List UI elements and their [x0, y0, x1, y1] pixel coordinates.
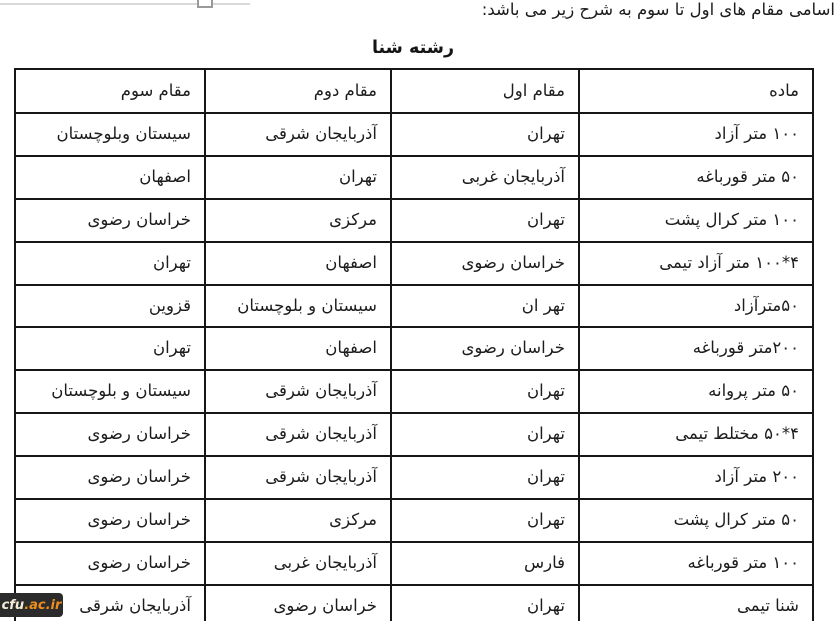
table-cell: ۵۰ متر کرال پشت — [578, 498, 814, 543]
column-header-first: مقام اول — [390, 68, 580, 114]
table-cell: آذربایجان شرقی — [204, 369, 392, 415]
table-cell: تهران — [390, 197, 580, 243]
table-row: ۱۰۰ متر کرال پشت تهران مرکزی خراسان رضوی — [14, 197, 814, 243]
table-cell: ۵۰مترآزاد — [578, 283, 814, 329]
table-cell: تهران — [204, 154, 392, 200]
table-cell: فارس — [390, 540, 580, 586]
table-cell: تهران — [390, 498, 580, 543]
table-cell: اصفهان — [204, 240, 392, 286]
table-row: ۱۰۰ متر قورباغه فارس آذربایجان غربی خراسان … — [14, 540, 814, 586]
table-row: ۴*۵۰ مختلط تیمی تهران آذربایجان شرقی خراسان… — [14, 412, 814, 458]
watermark-brand-text: cfu — [1, 597, 25, 613]
table-cell: خراسان رضوی — [390, 240, 580, 286]
table-row: ۲۰۰متر قورباغه خراسان رضوی اصفهان تهران — [14, 326, 814, 372]
table-cell: خراسان رضوی — [14, 455, 206, 501]
table-cell: ۲۰۰ متر آزاد — [578, 455, 814, 501]
column-header-third: مقام سوم — [14, 68, 206, 114]
column-header-second: مقام دوم — [204, 68, 392, 114]
table-cell: خراسان رضوی — [204, 583, 392, 621]
column-header-event: ماده — [578, 68, 814, 114]
table-cell: خراسان رضوی — [14, 498, 206, 543]
table-cell: قزوین — [14, 283, 206, 329]
table-cell: آذربایجان شرقی — [204, 455, 392, 501]
table-cell: تهران — [14, 240, 206, 286]
table-row: ۵۰ متر کرال پشت تهران مرکزی خراسان رضوی — [14, 498, 814, 543]
table-row: ۵۰ متر قورباغه آذربایجان غربی تهران اصفهان — [14, 154, 814, 200]
table-row: ۴*۱۰۰ متر آزاد تیمی خراسان رضوی اصفهان تهرا… — [14, 240, 814, 286]
table-header-row: ماده مقام اول مقام دوم مقام سوم — [14, 68, 814, 114]
table-cell: خراسان رضوی — [14, 197, 206, 243]
table-cell: سیستان و بلوچستان — [14, 369, 206, 415]
table-cell: تهران — [390, 112, 580, 157]
table-row: ۵۰ متر پروانه تهران آذربایجان شرقی سیستان و… — [14, 369, 814, 415]
table-cell: اصفهان — [204, 326, 392, 372]
results-table: ماده مقام اول مقام دوم مقام سوم ۱۰۰ متر … — [14, 68, 814, 621]
watermark-suffix-text: .ac.ir — [24, 597, 62, 613]
table-row: ۵۰مترآزاد تهر ان سیستان و بلوچستان قزوین — [14, 283, 814, 329]
table-row: ۱۰۰ متر آزاد تهران آذربایجان شرقی سیستان وب… — [14, 112, 814, 157]
table-cell: تهران — [390, 369, 580, 415]
section-title: رشته شنا — [371, 38, 455, 58]
top-divider-line — [0, 3, 250, 5]
table-cell: شنا تیمی — [578, 583, 814, 621]
table-body: ۱۰۰ متر آزاد تهران آذربایجان شرقی سیستان وب… — [14, 112, 814, 621]
table-cell: ۵۰ متر قورباغه — [578, 154, 814, 200]
table-cell: آذربایجان غربی — [390, 154, 580, 200]
table-cell: ۱۰۰ متر آزاد — [578, 112, 814, 157]
table-cell: ۴*۱۰۰ متر آزاد تیمی — [578, 240, 814, 286]
table-row: شنا تیمی تهران خراسان رضوی آذربایجان شرقی — [14, 583, 814, 621]
table-cell: اصفهان — [14, 154, 206, 200]
table-cell: تهران — [390, 583, 580, 621]
table-row: ۲۰۰ متر آزاد تهران آذربایجان شرقی خراسان رض… — [14, 455, 814, 501]
table-cell: تهران — [14, 326, 206, 372]
table-cell: سیستان وبلوچستان — [14, 112, 206, 157]
table-cell: آذربایجان شرقی — [204, 412, 392, 458]
table-cell: تهر ان — [390, 283, 580, 329]
table-cell: ۵۰ متر پروانه — [578, 369, 814, 415]
resize-handle-icon — [197, 0, 213, 8]
table-cell: ۴*۵۰ مختلط تیمی — [578, 412, 814, 458]
table-cell: خراسان رضوی — [14, 540, 206, 586]
site-watermark: cfu .ac.ir — [0, 593, 63, 617]
table-cell: تهران — [390, 412, 580, 458]
table-cell: مرکزی — [204, 197, 392, 243]
table-cell: ۱۰۰ متر قورباغه — [578, 540, 814, 586]
table-cell: آذربایجان شرقی — [204, 112, 392, 157]
table-cell: آذربایجان غربی — [204, 540, 392, 586]
table-cell: خراسان رضوی — [14, 412, 206, 458]
table-cell: ۲۰۰متر قورباغه — [578, 326, 814, 372]
table-cell: سیستان و بلوچستان — [204, 283, 392, 329]
intro-text: اسامی مقام های اول تا سوم به شرح زیر می … — [481, 0, 835, 19]
table-cell: مرکزی — [204, 498, 392, 543]
table-cell: ۱۰۰ متر کرال پشت — [578, 197, 814, 243]
table-cell: خراسان رضوی — [390, 326, 580, 372]
table-cell: تهران — [390, 455, 580, 501]
